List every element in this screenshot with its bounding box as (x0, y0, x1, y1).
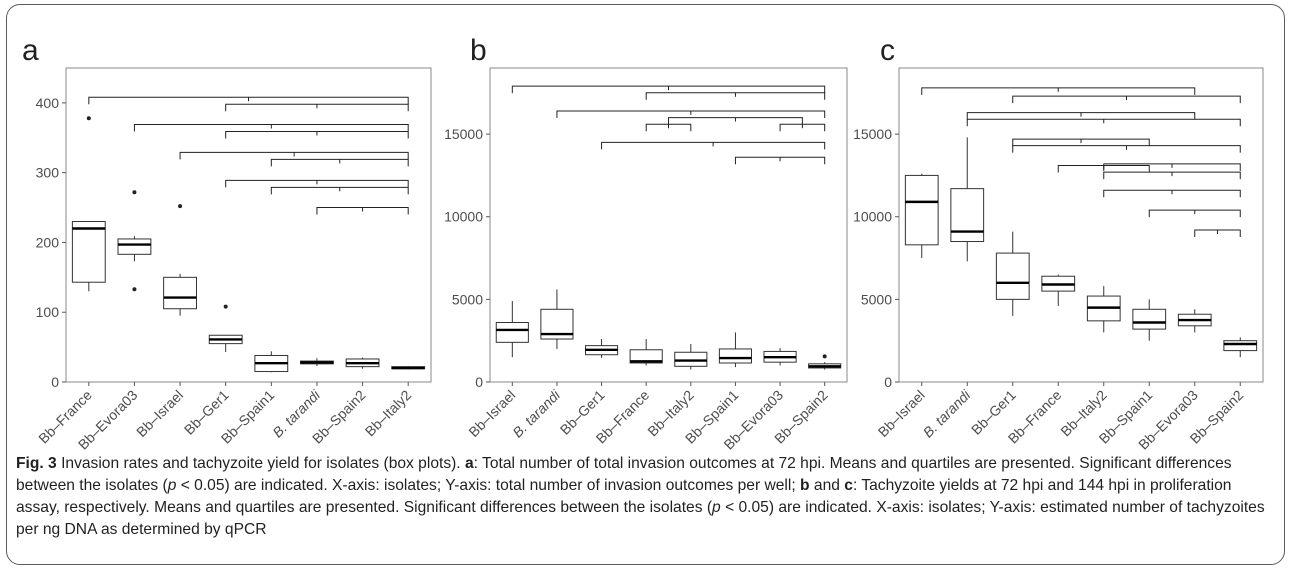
box-1 (950, 137, 985, 262)
caption-a-label: a (464, 455, 474, 472)
box-0 (71, 116, 106, 292)
box-6 (1177, 309, 1212, 333)
box-body (904, 174, 939, 246)
box-7 (808, 354, 842, 370)
significance-bracket (966, 112, 1196, 120)
caption-c-label: c (844, 477, 853, 494)
x-tick-label: Bb–Israel (875, 387, 928, 440)
box-4 (254, 351, 289, 373)
box-3 (208, 304, 243, 352)
y-tick-label: 15000 (444, 126, 483, 142)
box-body (495, 322, 529, 343)
box-body (1223, 340, 1258, 352)
significance-bracket (1012, 138, 1150, 147)
significance-bracket (225, 103, 409, 112)
significance-bracket (1012, 95, 1241, 104)
significance-bracket (779, 123, 826, 132)
y-tick-label: 15000 (853, 126, 892, 142)
caption-fig-label: Fig. 3 (16, 455, 57, 472)
box-6 (763, 348, 797, 366)
box-1 (540, 289, 574, 349)
figure-panels: a0100200300400Bb–FranceBb–Evora03Bb–Isra… (22, 34, 1264, 450)
y-tick-label: 100 (36, 304, 60, 320)
box-body (629, 349, 663, 364)
panel-label: a (22, 34, 39, 67)
y-tick-label: 400 (36, 95, 60, 111)
significance-bracket (179, 151, 409, 160)
caption-p-value-2: < 0.05) are indicated. X-axis: isolates;… (16, 499, 1265, 538)
box-body (950, 188, 985, 243)
box-7 (1223, 337, 1258, 358)
box-4 (674, 343, 708, 370)
outlier-point (822, 354, 827, 359)
outlier-point (223, 304, 228, 309)
box-5 (300, 358, 334, 366)
panel-label: c (880, 34, 895, 67)
y-tick-label: 0 (51, 374, 59, 390)
significance-bracket (1057, 165, 1150, 173)
y-tick-label: 5000 (861, 291, 892, 307)
box-2 (995, 231, 1030, 316)
caption-bc-text: : Tachyzoite yields at 72 hpi and 144 hp… (16, 477, 1232, 516)
box-body (117, 238, 152, 255)
x-tick-label: Bb–Israel (465, 387, 518, 440)
significance-bracket (511, 85, 826, 94)
caption-lead: Invasion rates and tachyzoite yield for … (56, 455, 465, 472)
box-3 (629, 339, 663, 366)
panel-label: b (470, 34, 487, 67)
box-0 (904, 173, 939, 259)
plot-border (65, 67, 432, 383)
caption-p-value-1: < 0.05) are indicated. X-axis: isolates;… (176, 477, 801, 494)
significance-bracket (734, 156, 826, 165)
y-tick-label: 0 (475, 374, 483, 390)
caption-b-label: b (800, 477, 810, 494)
box-body (1132, 308, 1167, 330)
box-6 (345, 357, 380, 369)
outlier-point (86, 116, 91, 121)
y-tick-label: 5000 (452, 291, 483, 307)
caption-p-symbol: p (167, 477, 177, 494)
caption-p-symbol-2: p (712, 499, 721, 516)
caption-and-text: and (809, 477, 845, 494)
plot-border (898, 67, 1264, 383)
y-tick-label: 10000 (444, 209, 483, 225)
box-body (995, 252, 1030, 300)
figure-frame (6, 4, 1285, 565)
box-body (71, 221, 106, 283)
significance-bracket (601, 141, 826, 150)
figure-caption: Fig. 3 Invasion rates and tachyzoite yie… (16, 453, 1274, 541)
outlier-point (132, 287, 137, 292)
significance-bracket (1148, 209, 1241, 218)
box-5 (718, 332, 753, 368)
caption-a-text: : Total number of total invasion outcome… (16, 455, 1232, 494)
box-3 (1041, 274, 1076, 306)
box-4 (1086, 286, 1121, 333)
outlier-point (132, 190, 137, 195)
y-tick-label: 300 (36, 165, 60, 181)
box-0 (495, 301, 529, 358)
x-tick-label: Bb–Israel (133, 387, 186, 440)
x-tick-label: B. tarandi (920, 386, 974, 440)
box-body (718, 348, 753, 364)
plot-border (489, 67, 848, 383)
x-tick-label: Bb–Italy2 (362, 387, 415, 440)
y-tick-label: 200 (36, 234, 60, 250)
outlier-point (178, 204, 183, 209)
significance-bracket (225, 179, 409, 188)
box-5 (1132, 299, 1167, 341)
box-body (674, 351, 708, 367)
box-2 (584, 339, 619, 359)
box-body (163, 276, 197, 310)
box-7 (391, 365, 426, 370)
box-1 (117, 190, 152, 292)
y-tick-label: 0 (884, 374, 892, 390)
panel-a: a0100200300400Bb–FranceBb–Evora03Bb–Isra… (22, 34, 432, 450)
y-tick-label: 10000 (853, 209, 892, 225)
x-tick-label: B. tarandi (509, 386, 563, 440)
box-2 (163, 204, 197, 316)
significance-bracket (556, 110, 826, 118)
